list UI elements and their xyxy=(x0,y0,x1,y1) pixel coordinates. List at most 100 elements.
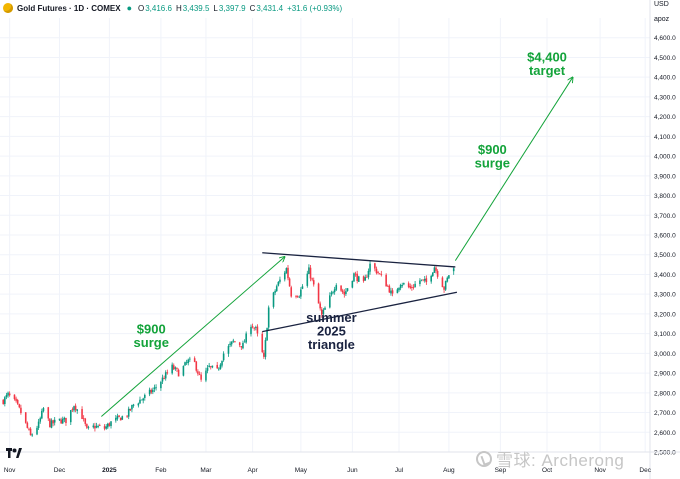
candle-body xyxy=(20,407,22,414)
candle-body xyxy=(60,419,62,424)
candle xyxy=(161,374,164,384)
candle-body xyxy=(422,279,424,281)
candle-body xyxy=(31,434,33,436)
candle-body xyxy=(311,278,313,280)
candle-body xyxy=(63,417,66,420)
candle-body xyxy=(420,279,423,281)
price-tick-label: 3,800.0 xyxy=(654,193,676,200)
candle xyxy=(245,331,247,344)
low-value: 3,397.9 xyxy=(218,3,246,13)
candle xyxy=(333,286,336,295)
price-tick-label: 2,800.0 xyxy=(654,390,676,397)
time-tick-label: Nov xyxy=(4,467,16,474)
candle xyxy=(444,280,447,291)
candle-body xyxy=(287,267,289,279)
currency-label[interactable]: USD xyxy=(654,1,669,8)
candle-body xyxy=(171,364,173,374)
candle-body xyxy=(110,421,112,427)
candle-body xyxy=(74,405,77,411)
candle-body xyxy=(208,365,210,367)
candle-body xyxy=(245,333,247,343)
candle-body xyxy=(131,405,133,410)
pattern-label-line: triangle xyxy=(308,337,355,352)
candle-body xyxy=(41,410,43,419)
candle xyxy=(240,346,243,350)
candle xyxy=(94,422,96,432)
candle-body xyxy=(211,365,214,368)
candle xyxy=(150,388,153,395)
candle xyxy=(164,370,167,381)
candle-body xyxy=(301,286,304,289)
candle-body xyxy=(144,394,146,398)
candle-body xyxy=(253,327,256,329)
candle xyxy=(272,291,275,309)
candle-body xyxy=(230,341,233,345)
candle-body xyxy=(5,395,8,398)
projected-surge-label: $900 surge xyxy=(475,142,510,171)
symbol-title[interactable]: Gold Futures · 1D · COMEX xyxy=(17,3,121,13)
candle-body xyxy=(84,418,87,424)
time-tick-label: Apr xyxy=(248,467,259,474)
candle xyxy=(425,275,428,285)
triangle-upper-line xyxy=(262,252,456,268)
time-axis[interactable]: Nov Dec 2025 Feb Mar Apr May Jun Jul Aug Sep Oct Nov… xyxy=(0,451,680,474)
candle-body xyxy=(243,341,246,343)
candle-body xyxy=(279,279,281,282)
candle xyxy=(388,284,391,293)
candle-body xyxy=(399,284,402,289)
candle xyxy=(419,278,421,287)
candle-body xyxy=(283,272,286,280)
candle xyxy=(8,391,11,397)
candle xyxy=(243,339,246,343)
candle xyxy=(209,365,212,370)
price-tick-label: 2,500.0 xyxy=(654,450,676,457)
candle xyxy=(58,418,61,422)
candle-body xyxy=(26,422,29,428)
candle-body xyxy=(430,275,432,282)
price-tick-label: 2,900.0 xyxy=(654,371,676,378)
candle-body xyxy=(324,307,326,310)
candle-body xyxy=(351,280,354,288)
candle-body xyxy=(24,412,27,423)
candle-body xyxy=(308,267,310,275)
candle-body xyxy=(182,365,185,376)
candle xyxy=(222,351,225,362)
candle xyxy=(309,265,312,282)
close-value: 3,431.4 xyxy=(256,3,284,13)
candle-body xyxy=(332,292,334,294)
candle-body xyxy=(309,267,312,279)
price-tick-label: 3,200.0 xyxy=(654,311,676,318)
target-label-line: $4,400 xyxy=(527,49,567,64)
high-label: H xyxy=(175,3,182,13)
candle-body xyxy=(255,327,257,329)
price-tick-label: 3,500.0 xyxy=(654,252,676,259)
price-axis[interactable]: 2,500.0 2,600.0 2,700.0 2,800.0 2,900.0 3,000… xyxy=(649,0,676,479)
candle xyxy=(18,403,21,409)
candle xyxy=(195,360,198,373)
candle xyxy=(277,281,280,287)
candle-body xyxy=(58,418,61,421)
candle xyxy=(412,284,415,290)
candle xyxy=(7,391,9,398)
candle-body xyxy=(166,372,169,374)
price-tick-label: 3,300.0 xyxy=(654,292,676,299)
candle-body xyxy=(8,393,11,396)
candle xyxy=(341,288,344,294)
candle-body xyxy=(362,276,365,282)
candle xyxy=(346,288,349,292)
candle xyxy=(144,393,146,401)
candle xyxy=(127,406,130,420)
candle xyxy=(139,396,141,404)
candle-body xyxy=(87,426,90,428)
candle-body xyxy=(206,367,209,371)
candle-body xyxy=(189,358,191,360)
candle-body xyxy=(367,270,370,278)
candle xyxy=(401,282,404,288)
candle-body xyxy=(274,290,276,293)
candle-body xyxy=(288,278,291,287)
candle xyxy=(92,423,95,429)
candle xyxy=(306,270,309,288)
candle-body xyxy=(312,280,315,285)
candle-body xyxy=(47,407,50,419)
